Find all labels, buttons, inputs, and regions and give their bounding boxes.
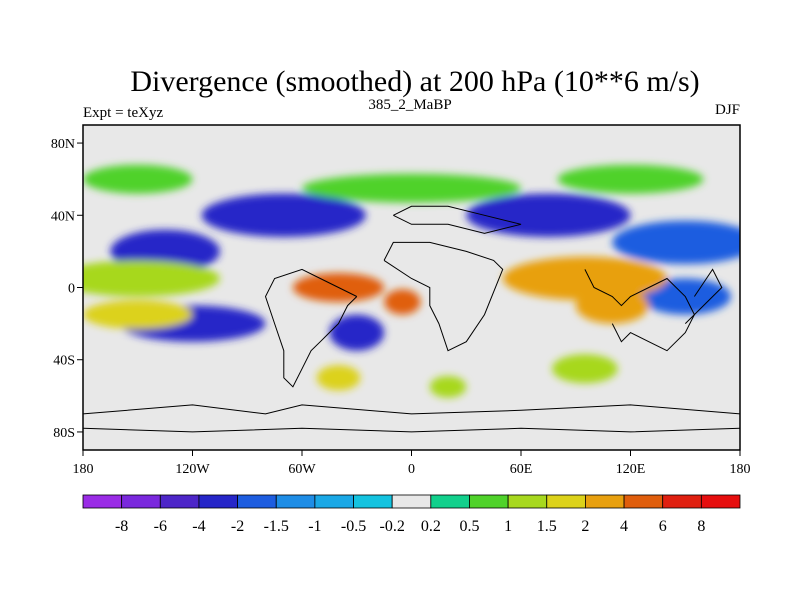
colorbar-tick-label: -1	[308, 518, 321, 535]
field-feature	[384, 289, 421, 315]
field-feature	[83, 300, 193, 330]
colorbar-swatch	[237, 494, 277, 509]
chart-title: Divergence (smoothed) at 200 hPa (10**6 …	[130, 65, 699, 98]
colorbar-swatch	[198, 494, 238, 509]
field-feature	[83, 260, 220, 297]
y-tick-label: 0	[68, 282, 75, 297]
field-feature	[466, 193, 631, 237]
colorbar-tick-label: -0.2	[380, 518, 405, 535]
field-feature	[612, 220, 740, 265]
coastline	[584, 269, 695, 352]
colorbar-tick-label: 6	[659, 518, 667, 535]
colorbar-swatch	[121, 494, 161, 509]
colorbar-tick-label: 0.2	[421, 518, 441, 535]
colorbar-swatch	[391, 494, 432, 509]
coastline	[383, 241, 504, 352]
field-feature	[201, 193, 366, 237]
subtitle-center: 385_2_MaBP	[368, 97, 451, 113]
colorbar-swatch	[507, 494, 548, 509]
x-tick-label: 60W	[288, 462, 316, 477]
field-feature	[83, 164, 193, 194]
colorbar-swatch	[585, 494, 625, 509]
subtitle-left: Expt = teXyz	[83, 105, 163, 121]
y-tick-label: 40S	[53, 354, 75, 369]
field-feature	[429, 375, 467, 398]
field-feature	[552, 354, 618, 384]
field-feature	[316, 365, 361, 391]
colorbar-swatch	[82, 494, 123, 509]
colorbar-tick-label: 8	[697, 518, 705, 535]
field-feature	[302, 173, 521, 203]
colorbar-swatch	[159, 494, 200, 509]
colorbar-tick-label: 1	[504, 518, 512, 535]
coastline	[684, 268, 723, 324]
colorbar-swatch	[662, 494, 702, 509]
colorbar-swatch	[623, 494, 664, 509]
y-tick-label: 80N	[51, 137, 75, 152]
colorbar-swatch	[469, 494, 509, 509]
coastline	[83, 404, 740, 415]
colorbar-tick-label: 1.5	[537, 518, 557, 535]
field-layer	[83, 164, 740, 398]
colorbar-tick-label: 4	[620, 518, 628, 535]
field-feature	[557, 164, 704, 194]
colorbar-swatch	[546, 494, 586, 509]
y-tick-label: 40N	[51, 209, 75, 224]
x-tick-label: 180	[730, 462, 751, 477]
x-tick-label: 60E	[510, 462, 533, 477]
x-tick-label: 180	[73, 462, 94, 477]
colorbar-tick-label: -6	[154, 518, 167, 535]
colorbar-swatch	[275, 494, 316, 509]
colorbar-tick-label: -4	[192, 518, 205, 535]
field-feature	[329, 314, 385, 351]
colorbar: -8 -6 -4 -2 -1.5 -1 -0.5 -0.2 0.2 0.5 1 1.5 2 4 6 8	[82, 494, 741, 535]
y-axis: 80N 40N 0 40S 80S	[51, 137, 83, 441]
colorbar-tick-label: 0.5	[459, 518, 479, 535]
x-axis: 180 120W 60W 0 60E 120E 180	[73, 450, 751, 477]
colorbar-swatch	[700, 494, 741, 509]
colorbar-swatch	[314, 494, 354, 509]
plot-area	[82, 124, 741, 451]
colorbar-swatch	[353, 494, 393, 509]
colorbar-tick-label: -1.5	[264, 518, 289, 535]
colorbar-tick-label: -2	[231, 518, 244, 535]
x-tick-label: 120W	[175, 462, 210, 477]
colorbar-tick-label: -8	[115, 518, 128, 535]
y-tick-label: 80S	[53, 426, 75, 441]
coastline	[83, 427, 740, 433]
subtitle-right: DJF	[715, 102, 740, 118]
colorbar-tick-label: 2	[581, 518, 589, 535]
x-tick-label: 120E	[616, 462, 646, 477]
coastline	[264, 268, 358, 388]
coastline-layer	[83, 205, 740, 433]
coastline	[393, 205, 522, 234]
colorbar-tick-label: -0.5	[341, 518, 366, 535]
colorbar-swatch	[430, 494, 470, 509]
x-tick-label: 0	[408, 462, 415, 477]
